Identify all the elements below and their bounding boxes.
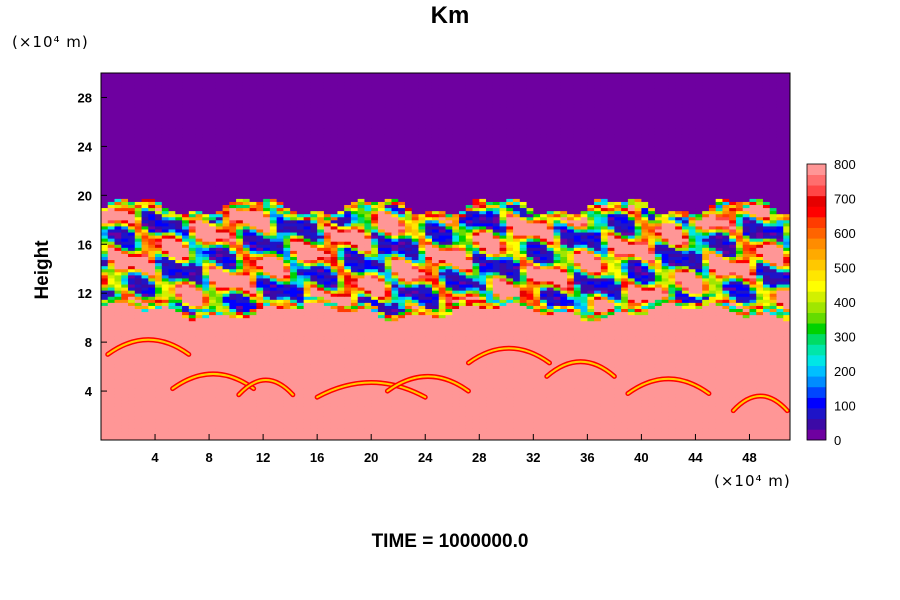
colorbar-swatch xyxy=(807,280,826,292)
x-tick-label: 8 xyxy=(205,450,212,465)
colorbar: 0 100 200 300 400 500 600 700 800 xyxy=(806,157,856,448)
x-tick-label: 28 xyxy=(472,450,486,465)
colorbar-swatch xyxy=(807,206,826,218)
colorbar-swatch xyxy=(807,227,826,239)
y-tick-label: 8 xyxy=(85,335,92,350)
heatmap-field xyxy=(101,73,790,440)
colorbar-swatch xyxy=(807,365,826,377)
colorbar-tick-label: 400 xyxy=(834,295,856,310)
x-tick-label: 36 xyxy=(580,450,594,465)
x-tick-label: 32 xyxy=(526,450,540,465)
colorbar-swatch xyxy=(807,408,826,420)
y-tick-label: 28 xyxy=(78,90,92,105)
colorbar-swatch xyxy=(807,302,826,313)
colorbar-tick-label: 0 xyxy=(834,433,841,448)
x-tick-label: 40 xyxy=(634,450,648,465)
colorbar-swatch xyxy=(807,376,826,388)
x-tick-label: 48 xyxy=(742,450,756,465)
y-axis-ticks: 4 8 12 16 20 24 28 xyxy=(78,90,107,399)
colorbar-tick-label: 600 xyxy=(834,226,856,241)
colorbar-swatch xyxy=(807,164,826,175)
colorbar-swatch xyxy=(807,333,826,345)
colorbar-swatch xyxy=(807,323,826,335)
colorbar-tick-label: 100 xyxy=(834,399,856,414)
colorbar-swatch xyxy=(807,248,826,260)
x-tick-label: 24 xyxy=(418,450,433,465)
colorbar-swatch xyxy=(807,259,826,271)
time-label: TIME = 1000000.0 xyxy=(371,531,529,552)
y-tick-label: 24 xyxy=(78,139,93,154)
colorbar-swatch xyxy=(807,344,826,356)
colorbar-swatch xyxy=(807,270,826,282)
plot-frame xyxy=(100,72,791,441)
colorbar-swatch xyxy=(807,418,826,430)
y-tick-label: 16 xyxy=(78,237,92,252)
colorbar-tick-label: 200 xyxy=(834,364,856,379)
colorbar-swatch xyxy=(807,291,826,303)
x-tick-label: 20 xyxy=(364,450,378,465)
colorbar-swatch xyxy=(807,217,826,228)
x-tick-label: 44 xyxy=(688,450,703,465)
colorbar-swatch xyxy=(807,312,826,324)
colorbar-swatch xyxy=(807,174,826,186)
colorbar-swatch xyxy=(807,195,826,207)
colorbar-swatch xyxy=(807,397,826,409)
colorbar-frame xyxy=(806,163,827,441)
colorbar-swatch xyxy=(807,238,826,250)
y-tick-label: 20 xyxy=(78,188,92,203)
x-tick-label: 4 xyxy=(151,450,159,465)
colorbar-tick-label: 800 xyxy=(834,157,856,172)
colorbar-swatch xyxy=(807,386,826,398)
x-axis-ticks: 4 8 12 16 20 24 28 32 36 40 44 48 xyxy=(151,434,757,465)
colorbar-tick-label: 300 xyxy=(834,330,856,345)
y-tick-label: 12 xyxy=(78,286,92,301)
chart-title: Km xyxy=(430,2,470,29)
x-tick-label: 16 xyxy=(310,450,324,465)
x-axis-unit: (×10⁴ m) xyxy=(714,472,791,490)
y-axis-unit: (×10⁴ m) xyxy=(12,33,89,51)
colorbar-swatch xyxy=(807,429,826,441)
colorbar-swatch xyxy=(807,185,826,197)
colorbar-swatch xyxy=(807,355,826,366)
colorbar-tick-label: 700 xyxy=(834,192,856,207)
x-tick-label: 12 xyxy=(256,450,270,465)
colorbar-tick-label: 500 xyxy=(834,261,856,276)
y-tick-label: 4 xyxy=(85,384,93,399)
